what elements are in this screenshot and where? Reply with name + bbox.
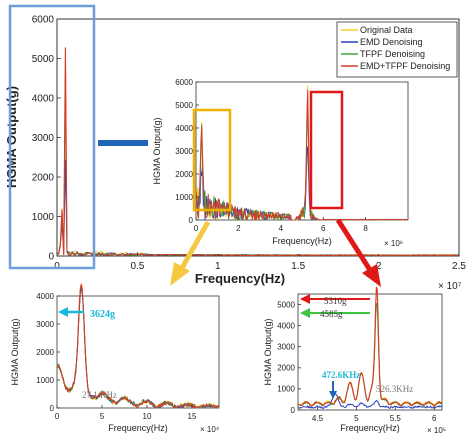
inset_right-ytick-label-3: 3000 bbox=[277, 343, 295, 352]
inset_right-ytick-label-4: 4000 bbox=[277, 321, 295, 330]
inset-mid-x-exponent: × 10⁶ bbox=[384, 239, 403, 248]
inset_right-xtick-label-3: 6 bbox=[432, 414, 437, 423]
inset_mid-ytick-label-3: 3000 bbox=[175, 147, 193, 156]
inset_left-xtick-label-1: 5 bbox=[100, 412, 105, 421]
annot-27-1khz: 27.1 KHz bbox=[82, 390, 117, 400]
legend: Original Data EMD Denoising TFPF Denoisi… bbox=[336, 21, 458, 78]
inset_left-xtick-label-2: 10 bbox=[143, 412, 152, 421]
inset-mid-x-ticks: 0 2 4 6 8 bbox=[194, 217, 368, 233]
annot-472-6khz: 472.6KHz bbox=[322, 370, 360, 380]
inset_mid-ytick-label-0: 0 bbox=[189, 216, 194, 225]
inset_left-ytick-label-2: 2000 bbox=[36, 348, 54, 357]
inset_left-ytick-label-3: 3000 bbox=[36, 320, 54, 329]
legend-original: Original Data bbox=[360, 25, 413, 35]
inset-right-x-exponent: × 10⁵ bbox=[427, 426, 446, 435]
inset_right-xtick-label-1: 5 bbox=[354, 414, 359, 423]
annot-3624-arrow bbox=[58, 307, 84, 317]
highlight-box-red bbox=[309, 90, 344, 210]
main-ytick-label-1: 1000 bbox=[32, 212, 55, 223]
inset_right-ytick-label-2: 2000 bbox=[277, 364, 295, 373]
inset-left-y-label: HGMA Output(g) bbox=[10, 318, 20, 385]
main-data-layer bbox=[56, 47, 460, 257]
inset-mid: 0 1000 2000 3000 4000 5000 6000 0 2 4 6 8 Frequenc… bbox=[148, 78, 418, 254]
main-xtick-label-3: 1.5 bbox=[291, 261, 305, 272]
legend-emd-tfpf: EMD+TFPF Denoising bbox=[360, 61, 450, 71]
inset-left-y-ticks: 0 1000 2000 3000 4000 bbox=[36, 292, 60, 413]
annot-5310-arrow bbox=[300, 294, 370, 304]
inset_mid-ytick-label-5: 5000 bbox=[175, 101, 193, 110]
annot-3624g: 3624g bbox=[90, 309, 115, 320]
inset_left-ytick-label-4: 4000 bbox=[36, 292, 54, 301]
main-series-emd-tfpf bbox=[56, 47, 460, 257]
inset-right-x-ticks: 4.5 5 5.5 6 bbox=[312, 407, 437, 423]
annot-4585-arrow bbox=[300, 308, 370, 318]
main-xtick-label-2: 1 bbox=[215, 261, 221, 272]
annot-5310g: 5310g bbox=[324, 296, 347, 306]
inset_right-ytick-label-0: 0 bbox=[291, 406, 296, 415]
main-xtick-label-0: 0 bbox=[54, 261, 60, 272]
inset-right-data-layer bbox=[297, 286, 443, 410]
inset-right: 0 1000 2000 3000 4000 5000 4.5 5 5.5 6 Frequency… bbox=[263, 286, 446, 435]
main-ytick-label-2: 2000 bbox=[32, 173, 55, 184]
highlight-box-blue bbox=[8, 4, 96, 270]
right-series-emd bbox=[297, 393, 443, 410]
inset-right-x-label: Frequency(Hz) bbox=[340, 423, 400, 433]
inset_mid-xtick-label-4: 8 bbox=[363, 224, 368, 233]
inset_right-xtick-label-2: 5.5 bbox=[390, 414, 402, 423]
main-xtick-label-5: 2.5 bbox=[452, 261, 466, 272]
main-x-axis-label: Frequency(Hz) bbox=[195, 271, 285, 286]
inset_right-ytick-label-5: 5000 bbox=[277, 300, 295, 309]
main-ytick-label-6: 6000 bbox=[32, 15, 55, 26]
inset_right-xtick-label-0: 4.5 bbox=[312, 414, 324, 423]
inset-mid-y-label: HGMA Output(g) bbox=[152, 117, 162, 184]
inset-left-x-ticks: 0 5 10 15 bbox=[55, 405, 197, 421]
main-y-ticks: 0 1000 2000 3000 4000 5000 6000 bbox=[32, 15, 61, 263]
main-ytick-label-0: 0 bbox=[48, 252, 54, 263]
right-series-emd-tfpf bbox=[297, 286, 443, 408]
legend-tfpf: TFPF Denoising bbox=[360, 49, 425, 59]
inset_mid-ytick-label-4: 4000 bbox=[175, 124, 193, 133]
inset_left-ytick-label-0: 0 bbox=[50, 404, 55, 413]
main-xtick-label-4: 2 bbox=[376, 261, 382, 272]
inset_mid-xtick-label-0: 0 bbox=[194, 224, 199, 233]
inset-mid-data-layer bbox=[195, 85, 409, 221]
inset_right-ytick-label-1: 1000 bbox=[277, 385, 295, 394]
annot-4585g: 4585g bbox=[320, 309, 343, 319]
mid-series-emd-tfpf bbox=[195, 89, 409, 221]
inset-left-x-label: Frequency(Hz) bbox=[108, 423, 168, 433]
inset-mid-frame bbox=[195, 81, 409, 221]
annot-526-3khz: 526.3KHz bbox=[376, 384, 413, 394]
inset_left-ytick-label-1: 1000 bbox=[36, 376, 54, 385]
main-ytick-label-5: 5000 bbox=[32, 54, 55, 65]
inset-mid-x-label: Frequency(Hz) bbox=[272, 236, 332, 246]
inset_left-xtick-label-3: 15 bbox=[188, 412, 197, 421]
inset_mid-xtick-label-1: 2 bbox=[236, 224, 241, 233]
inset_mid-xtick-label-3: 6 bbox=[321, 224, 326, 233]
arrow-yellow bbox=[170, 220, 211, 286]
inset-left: 0 1000 2000 3000 4000 0 5 10 15 Frequency(Hz) H… bbox=[10, 283, 220, 434]
inset-right-y-label: HGMA Output(g) bbox=[263, 318, 273, 385]
main-y-axis-label: HGMA Output(g) bbox=[4, 86, 19, 188]
legend-emd: EMD Denoising bbox=[360, 37, 423, 47]
inset-left-x-exponent: × 10⁴ bbox=[200, 425, 220, 434]
inset_mid-ytick-label-2: 2000 bbox=[175, 170, 193, 179]
main-x-exponent: × 10⁷ bbox=[438, 281, 462, 292]
main-xtick-label-1: 0.5 bbox=[130, 261, 144, 272]
inset-mid-y-ticks: 0 1000 2000 3000 4000 5000 6000 bbox=[175, 78, 199, 225]
inset-right-y-ticks: 0 1000 2000 3000 4000 5000 bbox=[277, 300, 301, 415]
legend-box bbox=[336, 21, 458, 78]
inset_left-xtick-label-0: 0 bbox=[55, 412, 60, 421]
inset_mid-ytick-label-6: 6000 bbox=[175, 78, 193, 87]
main-ytick-label-3: 3000 bbox=[32, 133, 55, 144]
inset_mid-ytick-label-1: 1000 bbox=[175, 193, 193, 202]
main-ytick-label-4: 4000 bbox=[32, 94, 55, 105]
arrow-red bbox=[335, 218, 381, 287]
inset_mid-xtick-label-2: 4 bbox=[279, 224, 284, 233]
highlight-box-orange bbox=[192, 108, 232, 212]
annot-472-arrow bbox=[329, 381, 337, 399]
main-x-ticks: 0 0.5 1 1.5 2 2.5 bbox=[54, 252, 466, 272]
left-series-emd-tfpf bbox=[57, 283, 220, 408]
